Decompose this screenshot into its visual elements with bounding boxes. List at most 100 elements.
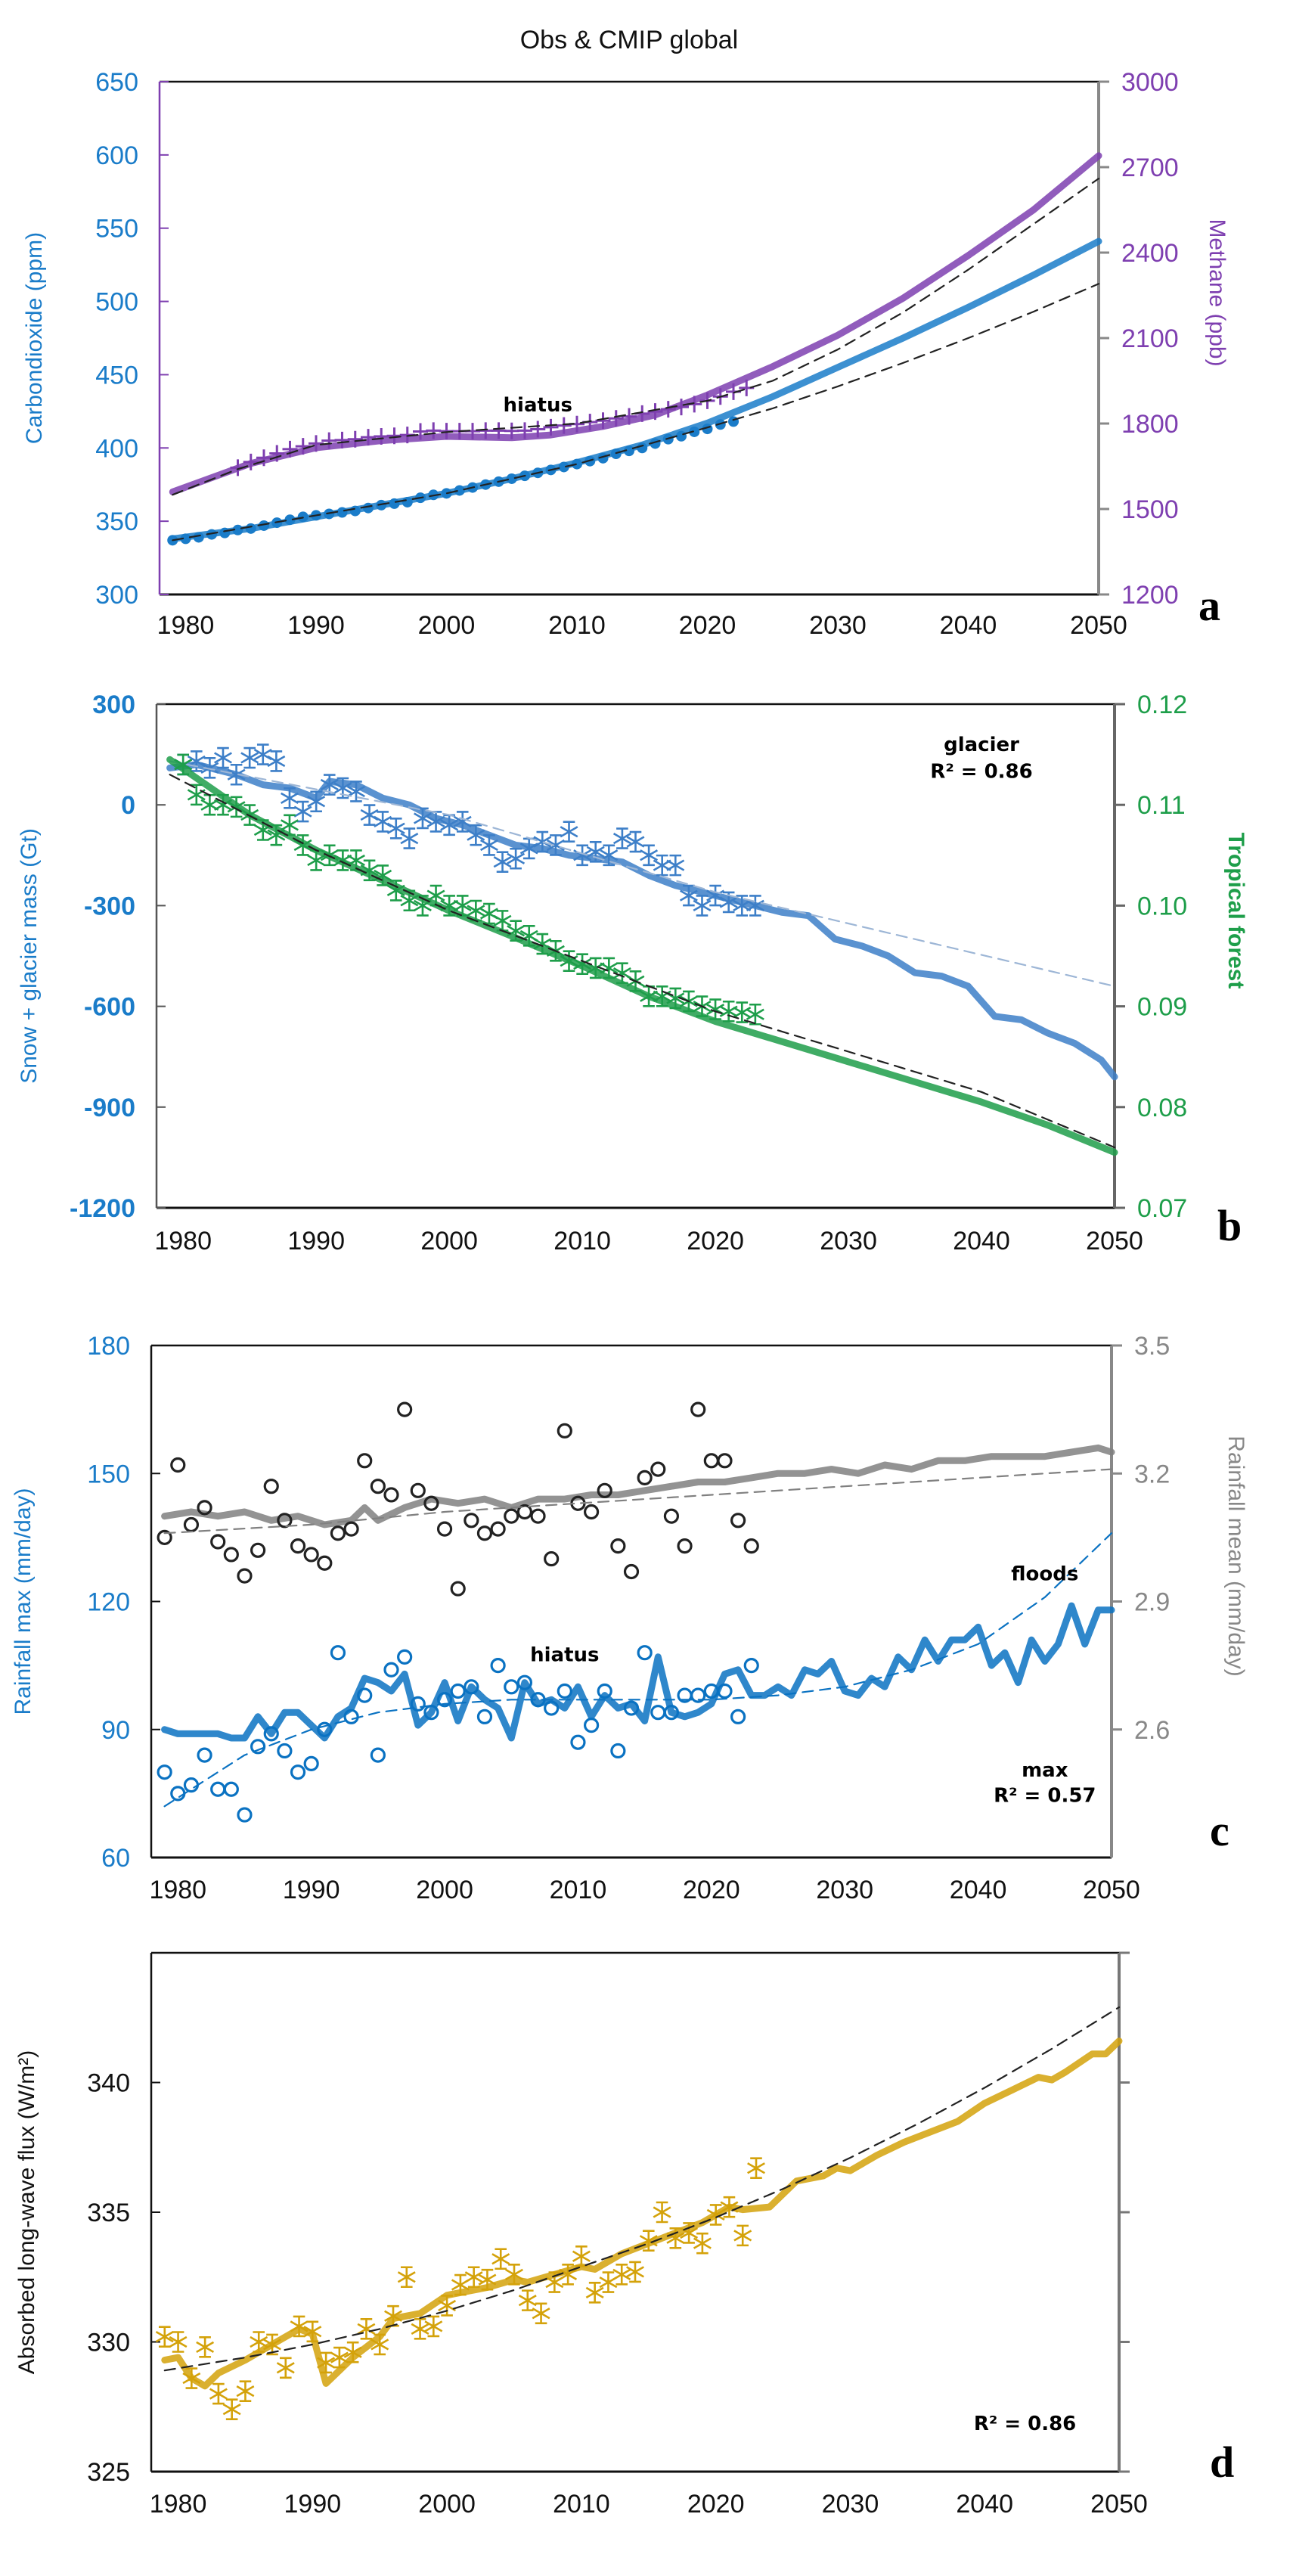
data-point bbox=[743, 1658, 759, 1674]
chart-title: Obs & CMIP global bbox=[520, 26, 739, 54]
data-point bbox=[193, 532, 204, 543]
panel-b: 1980 1990 2000 2010 2020 2030 2040 2050 -1200 -90… bbox=[0, 643, 1293, 1286]
data-point bbox=[533, 830, 552, 853]
annotation: floods bbox=[1011, 1563, 1078, 1585]
data-point bbox=[210, 1781, 226, 1797]
left-y-axis-title: Absorbed long-wave flux (W/m²) bbox=[14, 2050, 39, 2374]
data-point bbox=[490, 1658, 506, 1674]
data-point bbox=[504, 1508, 519, 1524]
x-tick-label: 2040 bbox=[940, 611, 997, 640]
data-point bbox=[370, 1747, 386, 1763]
x-tick-label: 2020 bbox=[687, 1227, 744, 1255]
data-point bbox=[583, 1718, 600, 1733]
x-tick-label: 1990 bbox=[284, 2490, 342, 2519]
panel-c: 1980 1990 2000 2010 2020 2030 2040 2050 60 90 120 1… bbox=[0, 1286, 1293, 1929]
right-y-tick-label: 2400 bbox=[1121, 239, 1179, 268]
data-point bbox=[180, 533, 191, 545]
data-point bbox=[237, 1568, 253, 1584]
data-point bbox=[733, 2224, 752, 2247]
data-point bbox=[545, 2271, 564, 2293]
data-point bbox=[597, 1683, 612, 1699]
data-point bbox=[290, 1764, 306, 1780]
data-point bbox=[423, 1495, 439, 1511]
data-point bbox=[637, 1470, 653, 1485]
fit-line bbox=[163, 2006, 1121, 2372]
data-point bbox=[263, 2333, 281, 2356]
data-point bbox=[717, 1453, 733, 1469]
x-tick-label: 2040 bbox=[953, 1227, 1010, 1255]
x-tick-label: 2000 bbox=[416, 1876, 473, 1904]
x-tick-label: 2030 bbox=[822, 2490, 879, 2519]
data-point bbox=[183, 1777, 200, 1793]
data-point bbox=[200, 793, 219, 816]
x-tick-label: 2020 bbox=[683, 1876, 740, 1904]
right-y-tick-label: 3.2 bbox=[1134, 1460, 1170, 1488]
data-point bbox=[706, 2204, 725, 2226]
data-point bbox=[307, 849, 326, 871]
data-point bbox=[374, 427, 389, 445]
left-y-tick-label: 0 bbox=[121, 791, 135, 820]
x-tick-label: 2050 bbox=[1070, 611, 1127, 640]
data-point bbox=[436, 1521, 453, 1537]
model-line bbox=[161, 1602, 1115, 1742]
data-point bbox=[600, 957, 619, 979]
data-point bbox=[450, 1683, 466, 1699]
left-y-tick-label: 335 bbox=[87, 2199, 130, 2227]
annotation: R² = 0.86 bbox=[930, 761, 1032, 784]
data-point bbox=[397, 1401, 413, 1417]
left-y-tick-label: 60 bbox=[101, 1844, 130, 1873]
data-point bbox=[438, 2295, 457, 2317]
series-glacier-fit bbox=[169, 760, 1116, 988]
data-point bbox=[454, 485, 465, 496]
right-y-tick-label: 0.11 bbox=[1137, 791, 1186, 820]
data-point bbox=[397, 2266, 416, 2289]
series-ch4-model bbox=[169, 152, 1102, 495]
data-point bbox=[517, 422, 532, 439]
data-point bbox=[360, 859, 379, 882]
data-point bbox=[440, 814, 459, 836]
model-line bbox=[169, 152, 1102, 495]
data-point bbox=[733, 895, 752, 917]
data-point bbox=[317, 1555, 333, 1571]
data-point bbox=[464, 2266, 483, 2289]
data-point bbox=[519, 837, 538, 860]
data-point bbox=[516, 1674, 532, 1690]
data-point bbox=[450, 1581, 466, 1597]
annotation: glacier bbox=[944, 734, 1019, 756]
series-rainfall-mean-fit bbox=[163, 1468, 1113, 1535]
data-point bbox=[347, 849, 365, 871]
left-y-tick-label: 325 bbox=[87, 2458, 130, 2487]
data-point bbox=[402, 496, 413, 507]
data-point bbox=[612, 962, 631, 984]
data-point bbox=[227, 763, 246, 786]
data-point bbox=[343, 2341, 362, 2363]
data-point bbox=[504, 1679, 519, 1695]
left-y-tick-label: 150 bbox=[87, 1460, 130, 1488]
data-point bbox=[703, 1453, 719, 1469]
x-tick-label: 2040 bbox=[956, 2490, 1013, 2519]
x-tick-label: 2010 bbox=[550, 1876, 607, 1904]
left-y-tick-label: 90 bbox=[101, 1716, 130, 1745]
data-point bbox=[277, 1743, 293, 1759]
data-point bbox=[743, 1538, 759, 1554]
data-point bbox=[507, 847, 526, 870]
data-point bbox=[169, 2331, 188, 2353]
data-point bbox=[518, 2289, 537, 2311]
data-point bbox=[250, 2331, 268, 2353]
model-line bbox=[169, 237, 1102, 542]
left-y-tick-label: 300 bbox=[92, 691, 135, 719]
data-point bbox=[610, 1743, 626, 1759]
data-point bbox=[290, 1538, 306, 1554]
fit-line bbox=[172, 283, 1100, 542]
right-y-axis-title: Methane (ppb) bbox=[1205, 219, 1229, 366]
data-point bbox=[640, 844, 659, 867]
data-point bbox=[719, 1000, 738, 1023]
data-point bbox=[585, 2282, 604, 2304]
data-point bbox=[426, 811, 445, 833]
data-point bbox=[330, 1525, 346, 1541]
data-point bbox=[183, 1516, 200, 1533]
right-y-tick-label: 1800 bbox=[1121, 410, 1179, 439]
data-point bbox=[746, 895, 764, 917]
data-point bbox=[600, 844, 619, 867]
data-point bbox=[284, 514, 296, 526]
